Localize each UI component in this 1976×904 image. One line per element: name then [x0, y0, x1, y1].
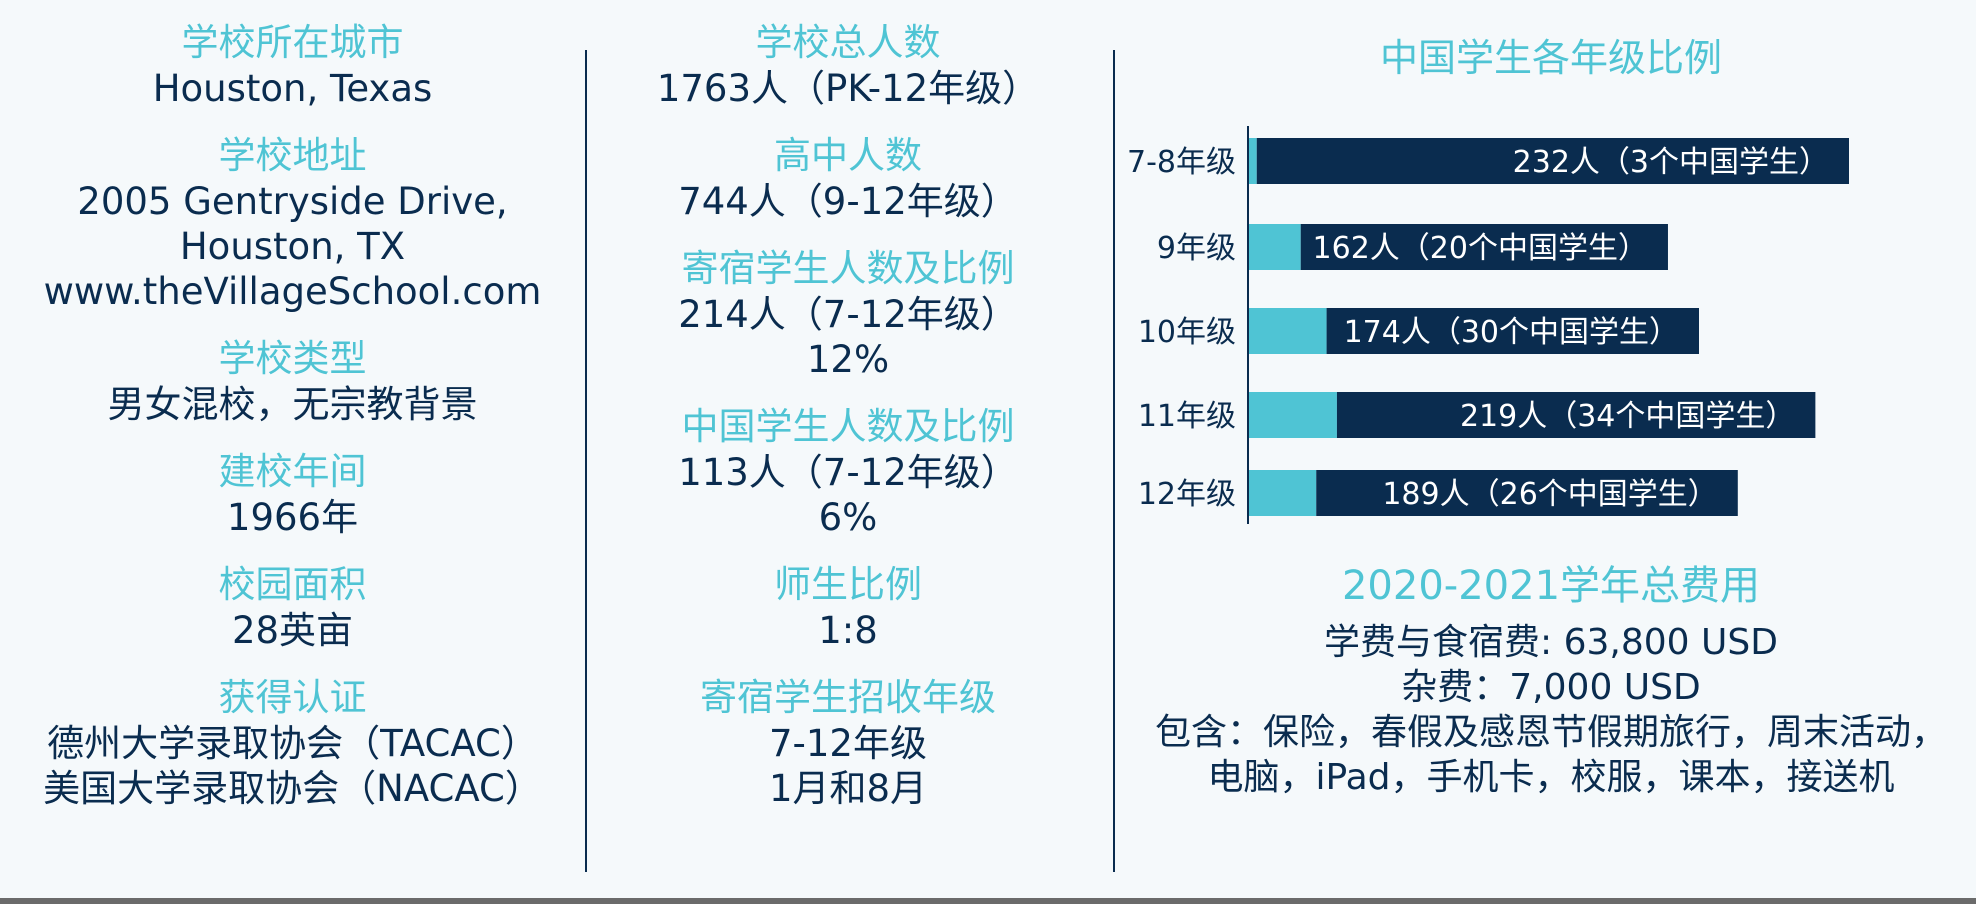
info-label: 学校类型 — [218, 337, 367, 380]
stat-label: 学校总人数 — [755, 21, 941, 64]
bar-other-students — [1316, 470, 1738, 516]
stat-block: 师生比例 1:8 — [585, 562, 1111, 653]
stat-label: 寄宿学生招收年级 — [700, 676, 996, 719]
info-label: 建校年间 — [218, 450, 367, 493]
info-block: 校园面积 28英亩 — [0, 562, 585, 653]
info-value: 28英亩 — [231, 609, 354, 652]
info-value: Houston, Texas — [152, 67, 433, 110]
stat-label: 师生比例 — [774, 563, 922, 606]
info-label: 学校所在城市 — [181, 21, 404, 64]
bar-chinese-students — [1249, 224, 1301, 270]
stat-label: 中国学生人数及比例 — [681, 405, 1015, 448]
bar-data-label: 162人（20个中国学生） — [1313, 231, 1648, 266]
stat-block: 寄宿学生人数及比例 214人（7-12年级） 12% — [585, 246, 1111, 382]
info-value: 2005 Gentryside Drive, — [77, 180, 508, 223]
category-tick-label: 9年级 — [1157, 231, 1236, 266]
info-block: 学校所在城市 Houston, Texas — [0, 20, 585, 111]
stat-block: 中国学生人数及比例 113人（7-12年级） 6% — [585, 404, 1111, 540]
stat-label: 寄宿学生人数及比例 — [681, 247, 1015, 290]
bar-chinese-students — [1249, 470, 1317, 516]
stat-block: 寄宿学生招收年级 7-12年级 1月和8月 — [585, 675, 1111, 811]
stat-block: 高中人数 744人（9-12年级） — [585, 133, 1111, 224]
fee-line: 包含：保险，春假及感恩节假期旅行，周末活动， — [1154, 712, 1947, 753]
info-block: 建校年间 1966年 — [0, 449, 585, 540]
stat-value: 1:8 — [818, 609, 878, 652]
stat-value: 1月和8月 — [768, 767, 928, 810]
column-divider — [1113, 50, 1115, 872]
stat-value: 113人（7-12年级） — [678, 451, 1018, 494]
fee-line: 杂费：7,000 USD — [1401, 667, 1701, 708]
school-info-column: 学校所在城市 Houston, Texas 学校地址 2005 Gentryside … — [0, 20, 585, 833]
bar-data-label: 219人（34个中国学生） — [1460, 399, 1795, 434]
enrollment-info-column: 学校总人数 1763人（PK-12年级） 高中人数 744人（9-12年级） 寄宿学生人… — [585, 20, 1111, 833]
info-block: 学校类型 男女混校，无宗教背景 — [0, 336, 585, 427]
stat-value: 6% — [818, 496, 878, 539]
info-block: 学校地址 2005 Gentryside Drive, Houston, TX www… — [0, 133, 585, 314]
info-value: 1966年 — [226, 496, 359, 539]
info-value: Houston, TX — [179, 225, 406, 268]
stat-value: 7-12年级 — [769, 722, 927, 765]
fee-section: 2020-2021学年总费用 学费与食宿费: 63,800 USD 杂费：7,0… — [1113, 560, 1976, 800]
info-value: 美国大学录取协会（NACAC） — [43, 767, 542, 810]
bar-other-students — [1300, 224, 1668, 270]
bar-other-students — [1326, 308, 1699, 354]
bar-data-label: 232人（3个中国学生） — [1513, 145, 1829, 180]
bar-other-students — [1256, 138, 1849, 184]
bar-chinese-students — [1249, 308, 1327, 354]
category-tick-label: 7-8年级 — [1127, 145, 1236, 180]
info-block: 获得认证 德州大学录取协会（TACAC） 美国大学录取协会（NACAC） — [0, 675, 585, 811]
info-label: 获得认证 — [218, 676, 367, 719]
chart-title: 中国学生各年级比例 — [1379, 36, 1722, 80]
bar-data-label: 189人（26个中国学生） — [1382, 477, 1717, 512]
bar-other-students — [1336, 392, 1816, 438]
fee-line: 学费与食宿费: 63,800 USD — [1324, 622, 1778, 663]
info-label: 校园面积 — [218, 563, 367, 606]
category-tick-label: 12年级 — [1138, 477, 1236, 512]
stat-block: 学校总人数 1763人（PK-12年级） — [585, 20, 1111, 111]
stat-value: 1763人（PK-12年级） — [656, 67, 1040, 110]
bottom-bar — [0, 898, 1976, 904]
stat-value: 744人（9-12年级） — [678, 180, 1018, 223]
bar-chinese-students — [1249, 392, 1337, 438]
stat-value: 214人（7-12年级） — [678, 293, 1018, 336]
column-divider — [585, 50, 587, 872]
stat-value: 12% — [806, 338, 890, 381]
bar-data-label: 174人（30个中国学生） — [1344, 315, 1679, 350]
category-tick-label: 10年级 — [1138, 315, 1236, 350]
category-tick-label: 11年级 — [1138, 399, 1236, 434]
bar-chinese-students — [1249, 138, 1257, 184]
fee-line: 电脑，iPad，手机卡，校服，课本，接送机 — [1207, 757, 1895, 798]
grade-bar-chart: 7-8年级 232人（3个中国学生） 9年级 162人（20个中国学生） 10年级 174… — [1127, 126, 1849, 524]
fee-title: 2020-2021学年总费用 — [1341, 563, 1761, 609]
info-label: 学校地址 — [218, 134, 367, 177]
info-value: 男女混校，无宗教背景 — [107, 383, 478, 426]
info-value: 德州大学录取协会（TACAC） — [47, 722, 538, 765]
info-value: www.theVillageSchool.com — [43, 270, 542, 313]
stat-label: 高中人数 — [774, 134, 922, 177]
